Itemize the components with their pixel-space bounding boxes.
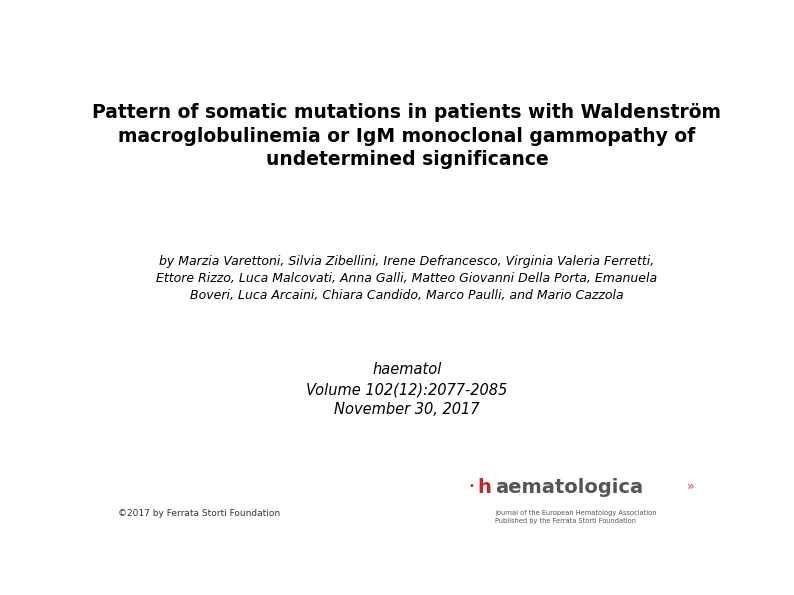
Text: Journal of the European Hematology Association
Published by the Ferrata Storti F: Journal of the European Hematology Assoc… <box>495 511 657 524</box>
Text: ©2017 by Ferrata Storti Foundation: ©2017 by Ferrata Storti Foundation <box>118 509 279 518</box>
Text: •: • <box>468 481 475 490</box>
Text: haematol
Volume 102(12):2077-2085
November 30, 2017: haematol Volume 102(12):2077-2085 Novemb… <box>306 362 507 417</box>
Text: »: » <box>687 480 695 493</box>
Text: Pattern of somatic mutations in patients with Waldenström
macroglobulinemia or I: Pattern of somatic mutations in patients… <box>92 104 722 170</box>
Text: h: h <box>478 478 491 497</box>
Text: aematologica: aematologica <box>495 478 643 497</box>
Text: by Marzia Varettoni, Silvia Zibellini, Irene Defrancesco, Virginia Valeria Ferre: by Marzia Varettoni, Silvia Zibellini, I… <box>156 255 657 302</box>
